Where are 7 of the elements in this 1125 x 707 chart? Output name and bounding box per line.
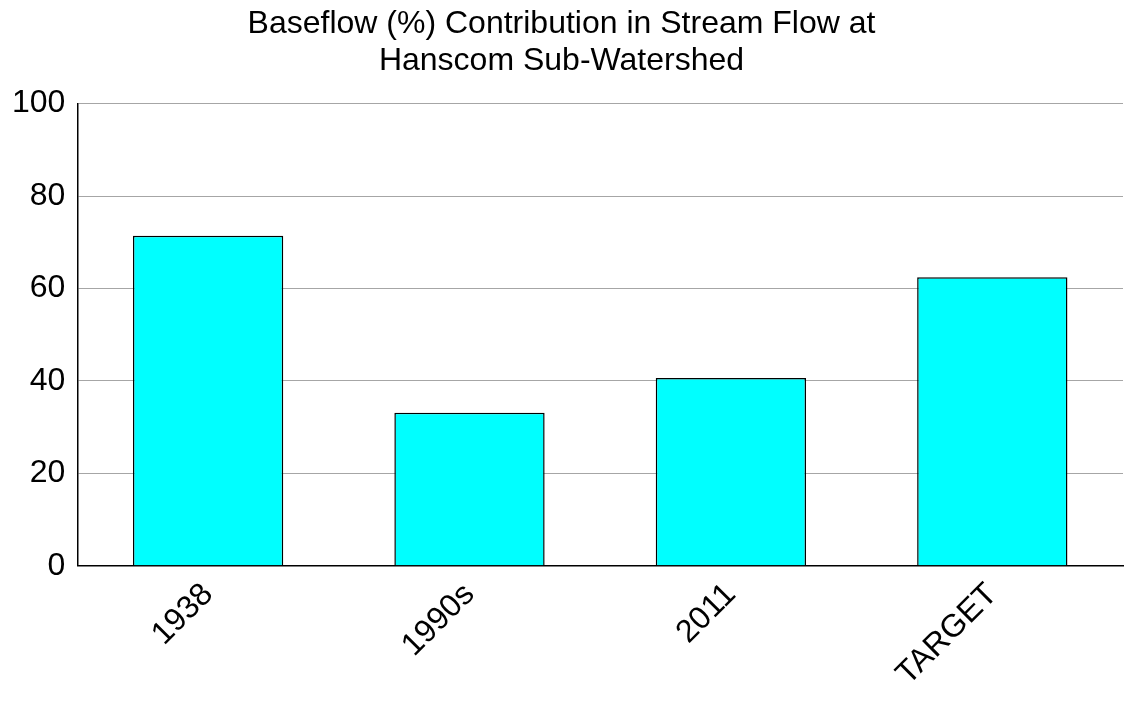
chart-title: Baseflow (%) Contribution in Stream Flow at Hanscom Sub-Watershed [247, 4, 876, 78]
y-tick-label: 20 [29, 453, 66, 490]
y-tick-label: 40 [29, 360, 66, 397]
y-tick-label: 0 [47, 545, 66, 582]
y-tick-label: 60 [29, 268, 66, 305]
y-tick-label: 100 [12, 83, 66, 120]
y-tick-label: 80 [29, 175, 66, 212]
